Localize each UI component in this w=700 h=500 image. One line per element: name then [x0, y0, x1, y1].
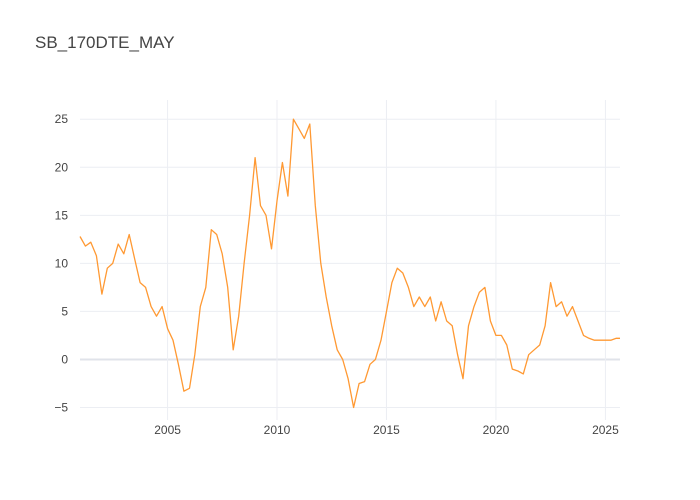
y-tick-label: 5 — [61, 304, 68, 318]
y-tick-label: 15 — [55, 208, 69, 222]
y-tick-label: −5 — [54, 401, 68, 415]
x-tick-label: 2015 — [373, 423, 400, 437]
y-tick-label: 25 — [55, 112, 69, 126]
x-tick-label: 2005 — [154, 423, 181, 437]
x-tick-label: 2020 — [483, 423, 510, 437]
y-tick-label: 10 — [55, 256, 69, 270]
y-tick-label: 20 — [55, 160, 69, 174]
x-tick-label: 2010 — [264, 423, 291, 437]
series-line — [79, 118, 620, 409]
chart-title: SB_170DTE_MAY — [35, 33, 175, 52]
x-tick-label: 2025 — [592, 423, 619, 437]
y-tick-label: 0 — [61, 352, 68, 366]
